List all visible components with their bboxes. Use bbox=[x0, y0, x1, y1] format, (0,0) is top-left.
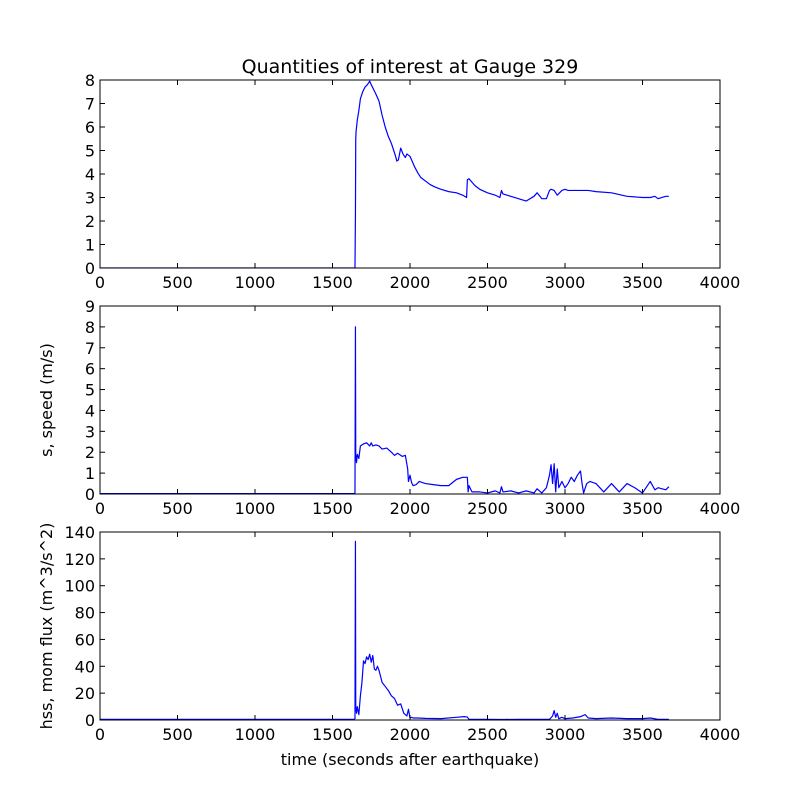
x-tick-label: 2500 bbox=[467, 273, 508, 292]
x-tick-label: 1000 bbox=[235, 725, 276, 744]
y-tick-label: 6 bbox=[85, 360, 95, 379]
x-tick-label: 3500 bbox=[622, 273, 663, 292]
y-tick-label: 8 bbox=[85, 318, 95, 337]
x-tick-label: 1500 bbox=[312, 499, 353, 518]
y-tick-label: 3 bbox=[85, 422, 95, 441]
y-tick-label: 8 bbox=[85, 71, 95, 90]
y-tick-label: 120 bbox=[64, 550, 95, 569]
series-line-panel-3-1 bbox=[100, 540, 669, 720]
x-tick-label: 500 bbox=[162, 499, 193, 518]
y-tick-label: 140 bbox=[64, 523, 95, 542]
x-tick-label: 3000 bbox=[545, 499, 586, 518]
y-tick-label: 2 bbox=[85, 212, 95, 231]
x-tick-label: 1000 bbox=[235, 499, 276, 518]
panel-1: 0 500 1000 1500 2000 2500 3000 3500 400001234567… bbox=[85, 71, 741, 292]
x-tick-label: 500 bbox=[162, 725, 193, 744]
y-tick-label: 1 bbox=[85, 464, 95, 483]
x-tick-label: 3000 bbox=[545, 273, 586, 292]
x-tick-label: 2500 bbox=[467, 725, 508, 744]
x-tick-label: 2000 bbox=[390, 725, 431, 744]
x-axis-label: time (seconds after earthquake) bbox=[281, 750, 539, 769]
x-tick-label: 2000 bbox=[390, 273, 431, 292]
x-tick-label: 0 bbox=[95, 273, 105, 292]
y-tick-label: 0 bbox=[85, 259, 95, 278]
x-tick-label: 2000 bbox=[390, 499, 431, 518]
x-tick-label: 500 bbox=[162, 273, 193, 292]
y-tick-label: 40 bbox=[75, 657, 95, 676]
x-tick-label: 3500 bbox=[622, 499, 663, 518]
y-tick-label: 6 bbox=[85, 118, 95, 137]
x-tick-label: 4000 bbox=[700, 273, 741, 292]
panel-2: 0 500 1000 1500 2000 2500 3000 3500 400001234567… bbox=[37, 297, 740, 518]
y-tick-label: 5 bbox=[85, 381, 95, 400]
x-tick-label: 2500 bbox=[467, 499, 508, 518]
x-tick-label: 0 bbox=[95, 725, 105, 744]
y-axis-label-panel-2: s, speed (m/s) bbox=[37, 343, 56, 457]
y-tick-label: 60 bbox=[75, 630, 95, 649]
y-tick-label: 20 bbox=[75, 684, 95, 703]
x-tick-label: 1500 bbox=[312, 273, 353, 292]
y-tick-label: 2 bbox=[85, 443, 95, 462]
panel-3: 0 500 1000 1500 2000 2500 3000 3500 4000 0 20 40 60 8… bbox=[37, 523, 740, 744]
x-tick-label: 3500 bbox=[622, 725, 663, 744]
series-line-panel-1-1 bbox=[100, 80, 669, 268]
x-tick-label: 0 bbox=[95, 499, 105, 518]
y-tick-label: 4 bbox=[85, 165, 95, 184]
y-tick-label: 7 bbox=[85, 339, 95, 358]
y-axis-label-panel-3: hss, mom flux (m^3/s^2) bbox=[37, 523, 56, 730]
x-tick-label: 4000 bbox=[700, 725, 741, 744]
x-tick-label: 3000 bbox=[545, 725, 586, 744]
y-tick-label: 3 bbox=[85, 189, 95, 208]
x-tick-label: 4000 bbox=[700, 499, 741, 518]
y-tick-label: 9 bbox=[85, 297, 95, 316]
series-line-panel-2-1 bbox=[100, 326, 670, 494]
chart-title: Quantities of interest at Gauge 329 bbox=[242, 56, 579, 78]
x-tick-label: 1000 bbox=[235, 273, 276, 292]
y-tick-label: 0 bbox=[85, 485, 95, 504]
x-tick-label: 1500 bbox=[312, 725, 353, 744]
y-tick-label: 100 bbox=[64, 577, 95, 596]
y-tick-label: 80 bbox=[75, 604, 95, 623]
y-tick-label: 4 bbox=[85, 401, 95, 420]
y-tick-label: 0 bbox=[85, 711, 95, 730]
y-tick-label: 1 bbox=[85, 236, 95, 255]
y-tick-label: 7 bbox=[85, 95, 95, 114]
y-tick-label: 5 bbox=[85, 142, 95, 161]
